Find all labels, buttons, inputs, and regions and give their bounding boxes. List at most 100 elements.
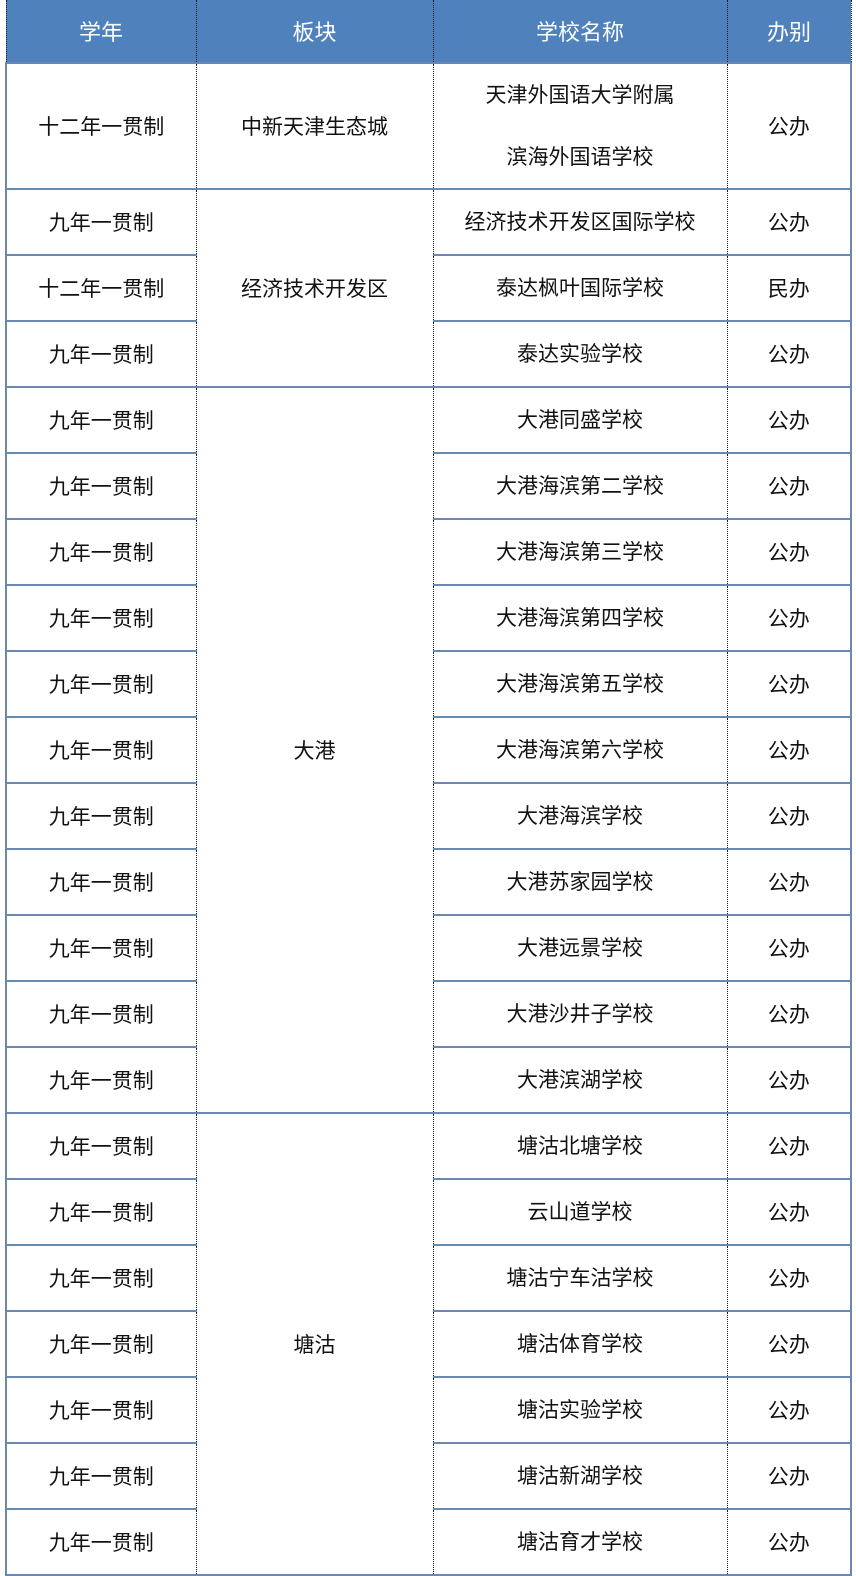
table-row: 九年一贯制 塘沽实验学校 公办 <box>5 1376 852 1444</box>
table-row: 九年一贯制 泰达实验学校 公办 <box>5 320 852 388</box>
table-row: 九年一贯制 大港海滨第六学校 公办 <box>5 716 852 784</box>
school-cell: 大港沙井子学校 <box>432 980 728 1048</box>
type-cell: 公办 <box>726 1376 852 1444</box>
table-row: 九年一贯制 经济技术开发区 经济技术开发区国际学校 公办 <box>5 188 852 388</box>
table-row: 九年一贯制 塘沽体育学校 公办 <box>5 1310 852 1378</box>
year-cell: 九年一贯制 <box>5 1112 197 1180</box>
type-cell: 公办 <box>726 980 852 1048</box>
region-cell: 大港 <box>195 386 434 1114</box>
school-cell: 塘沽宁车沽学校 <box>432 1244 728 1312</box>
table-row: 九年一贯制 大港海滨学校 公办 <box>5 782 852 850</box>
school-name: 经济技术开发区国际学校 <box>464 210 696 234</box>
school-name: 大港海滨第四学校 <box>496 606 664 630</box>
school-cell: 大港海滨第六学校 <box>432 716 728 784</box>
school-cell: 大港远景学校 <box>432 914 728 982</box>
school-cell: 天津外国语大学附属 滨海外国语学校 <box>432 62 728 190</box>
type-cell: 公办 <box>726 914 852 982</box>
school-name: 大港海滨第三学校 <box>496 540 664 564</box>
school-name: 大港海滨第六学校 <box>496 738 664 762</box>
school-name: 大港滨湖学校 <box>517 1068 643 1092</box>
school-cell: 大港滨湖学校 <box>432 1046 728 1114</box>
year-cell: 九年一贯制 <box>5 1442 197 1510</box>
table-row: 九年一贯制 大港 大港同盛学校 公办 <box>5 386 852 1114</box>
type-cell: 公办 <box>726 1046 852 1114</box>
type-cell: 公办 <box>726 782 852 850</box>
year-cell: 九年一贯制 <box>5 716 197 784</box>
school-cell: 塘沽体育学校 <box>432 1310 728 1378</box>
school-cell: 塘沽实验学校 <box>432 1376 728 1444</box>
type-cell: 公办 <box>726 650 852 718</box>
table-body: 十二年一贯制 中新天津生态城 天津外国语大学附属 滨海外国语学校 公办 九年一贯制 经济技术… <box>5 62 852 1576</box>
region-cell: 塘沽 <box>195 1112 434 1576</box>
type-cell: 公办 <box>726 452 852 520</box>
table-row: 九年一贯制 大港海滨第二学校 公办 <box>5 452 852 520</box>
school-name: 云山道学校 <box>527 1200 633 1224</box>
type-cell: 公办 <box>726 1442 852 1510</box>
school-name: 塘沽宁车沽学校 <box>506 1266 654 1290</box>
school-cell: 大港海滨第三学校 <box>432 518 728 586</box>
school-name: 天津外国语大学附属 <box>485 83 675 107</box>
school-name: 滨海外国语学校 <box>506 145 654 169</box>
year-cell: 九年一贯制 <box>5 518 197 586</box>
type-cell: 公办 <box>726 848 852 916</box>
table-row: 九年一贯制 云山道学校 公办 <box>5 1178 852 1246</box>
header-school: 学校名称 <box>432 0 728 63</box>
year-cell: 九年一贯制 <box>5 452 197 520</box>
table-row: 九年一贯制 大港海滨第五学校 公办 <box>5 650 852 718</box>
type-cell: 公办 <box>726 62 852 190</box>
table-row: 十二年一贯制 中新天津生态城 天津外国语大学附属 滨海外国语学校 公办 <box>5 62 852 190</box>
year-cell: 九年一贯制 <box>5 1508 197 1576</box>
type-cell: 公办 <box>726 584 852 652</box>
school-name: 塘沽新湖学校 <box>517 1464 643 1488</box>
school-cell: 塘沽新湖学校 <box>432 1442 728 1510</box>
type-cell: 民办 <box>726 254 852 322</box>
year-cell: 九年一贯制 <box>5 1046 197 1114</box>
school-name: 大港海滨第二学校 <box>496 474 664 498</box>
year-cell: 九年一贯制 <box>5 782 197 850</box>
year-cell: 九年一贯制 <box>5 1244 197 1312</box>
type-cell: 公办 <box>726 188 852 256</box>
type-cell: 公办 <box>726 320 852 388</box>
school-cell: 大港苏家园学校 <box>432 848 728 916</box>
school-name: 泰达枫叶国际学校 <box>496 276 664 300</box>
school-cell: 泰达枫叶国际学校 <box>432 254 728 322</box>
region-cell: 经济技术开发区 <box>195 188 434 388</box>
school-cell: 大港海滨学校 <box>432 782 728 850</box>
year-cell: 九年一贯制 <box>5 188 197 256</box>
type-cell: 公办 <box>726 1310 852 1378</box>
year-cell: 九年一贯制 <box>5 584 197 652</box>
table-row: 九年一贯制 大港滨湖学校 公办 <box>5 1046 852 1114</box>
type-cell: 公办 <box>726 716 852 784</box>
school-name: 大港沙井子学校 <box>506 1002 654 1026</box>
school-name: 泰达实验学校 <box>517 342 643 366</box>
year-cell: 九年一贯制 <box>5 848 197 916</box>
header-type: 办别 <box>726 0 852 63</box>
year-cell: 九年一贯制 <box>5 650 197 718</box>
school-name: 大港远景学校 <box>517 936 643 960</box>
year-cell: 九年一贯制 <box>5 1178 197 1246</box>
type-cell: 公办 <box>726 1178 852 1246</box>
school-name: 塘沽北塘学校 <box>517 1134 643 1158</box>
year-cell: 九年一贯制 <box>5 1310 197 1378</box>
table-row: 九年一贯制 大港苏家园学校 公办 <box>5 848 852 916</box>
type-cell: 公办 <box>726 1112 852 1180</box>
type-cell: 公办 <box>726 1244 852 1312</box>
table-row: 九年一贯制 大港海滨第四学校 公办 <box>5 584 852 652</box>
school-cell: 塘沽育才学校 <box>432 1508 728 1576</box>
year-cell: 九年一贯制 <box>5 1376 197 1444</box>
school-cell: 大港海滨第四学校 <box>432 584 728 652</box>
school-cell: 塘沽北塘学校 <box>432 1112 728 1180</box>
year-cell: 十二年一贯制 <box>5 62 197 190</box>
type-cell: 公办 <box>726 386 852 454</box>
school-name: 大港同盛学校 <box>517 408 643 432</box>
table-row: 九年一贯制 塘沽 塘沽北塘学校 公办 <box>5 1112 852 1576</box>
school-cell: 经济技术开发区国际学校 <box>432 188 728 256</box>
type-cell: 公办 <box>726 1508 852 1576</box>
table-row: 九年一贯制 塘沽宁车沽学校 公办 <box>5 1244 852 1312</box>
table-row: 十二年一贯制 泰达枫叶国际学校 民办 <box>5 254 852 322</box>
school-cell: 泰达实验学校 <box>432 320 728 388</box>
school-name: 塘沽体育学校 <box>517 1332 643 1356</box>
region-cell: 中新天津生态城 <box>195 62 434 190</box>
school-cell: 大港同盛学校 <box>432 386 728 454</box>
year-cell: 十二年一贯制 <box>5 254 197 322</box>
